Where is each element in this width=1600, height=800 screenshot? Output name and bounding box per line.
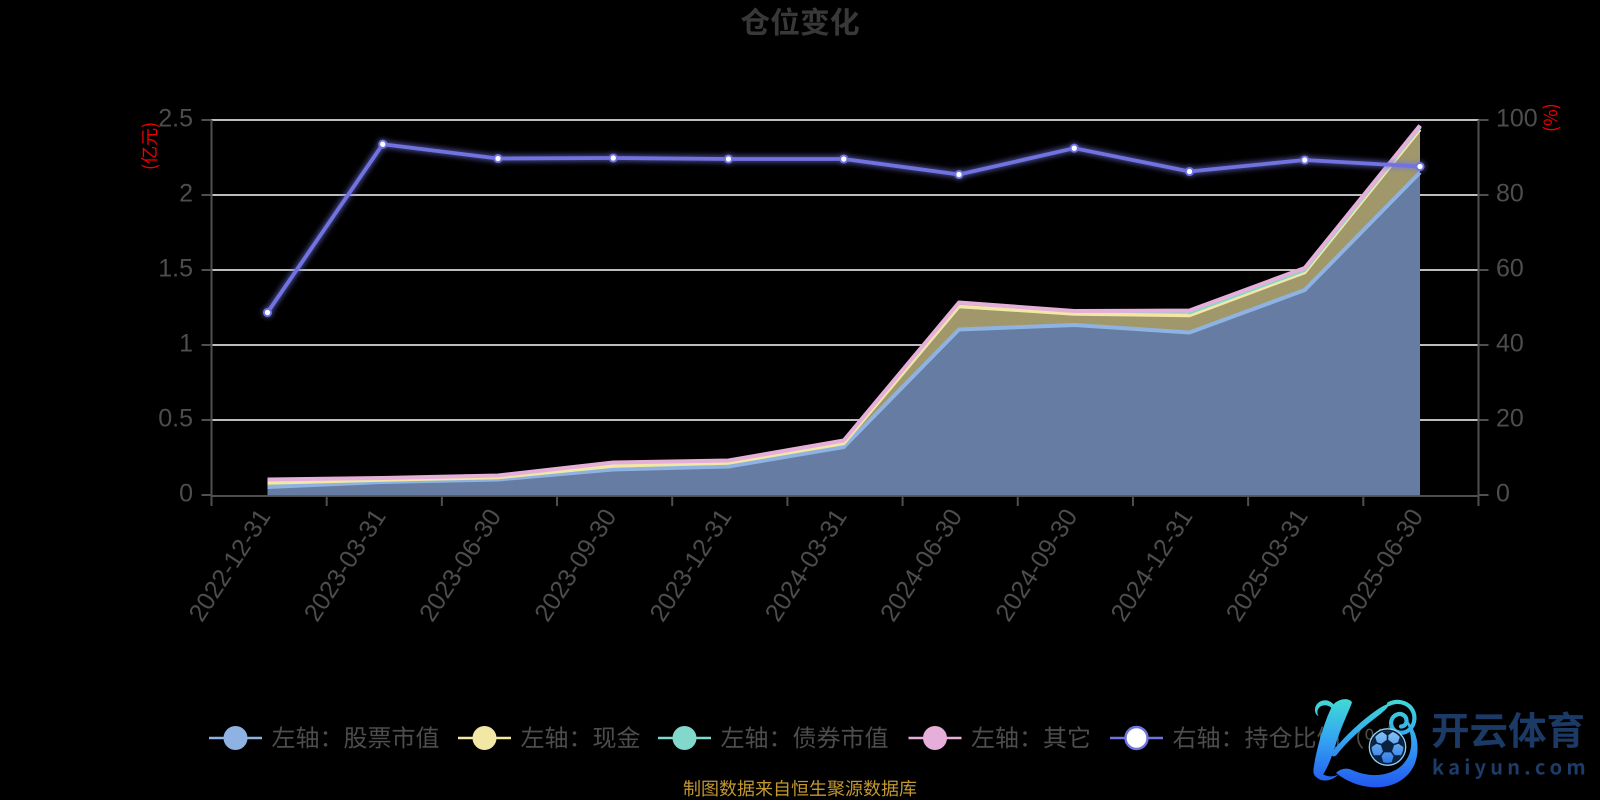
svg-text:1.5: 1.5 bbox=[158, 255, 193, 283]
svg-text:80: 80 bbox=[1496, 180, 1524, 208]
svg-text:0.5: 0.5 bbox=[158, 405, 193, 433]
svg-text:100: 100 bbox=[1496, 105, 1538, 133]
svg-text:1: 1 bbox=[179, 330, 193, 358]
svg-text:0: 0 bbox=[1496, 480, 1510, 508]
svg-text:2.5: 2.5 bbox=[158, 105, 193, 133]
svg-text:2: 2 bbox=[179, 180, 193, 208]
svg-text:40: 40 bbox=[1496, 330, 1524, 358]
svg-text:0: 0 bbox=[179, 480, 193, 508]
svg-text:20: 20 bbox=[1496, 405, 1524, 433]
svg-text:60: 60 bbox=[1496, 255, 1524, 283]
